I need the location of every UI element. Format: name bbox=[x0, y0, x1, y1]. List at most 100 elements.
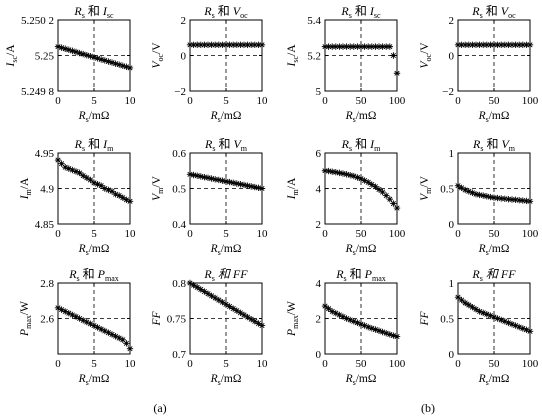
data-point bbox=[54, 43, 62, 50]
x-tick-label: 50 bbox=[356, 95, 368, 107]
data-point bbox=[126, 345, 134, 352]
data-point bbox=[87, 176, 94, 184]
y-tick-label: 0 bbox=[181, 51, 187, 63]
y-tick-label: 2.6 bbox=[40, 314, 54, 326]
data-point bbox=[519, 41, 526, 49]
data-point bbox=[126, 64, 134, 72]
data-point bbox=[516, 41, 523, 49]
y-tick-label: 0 bbox=[449, 219, 455, 231]
data-point bbox=[215, 176, 222, 184]
data-point bbox=[469, 303, 476, 311]
data-point bbox=[462, 41, 469, 49]
data-point bbox=[226, 178, 233, 186]
data-point bbox=[501, 195, 508, 202]
data-point bbox=[90, 322, 98, 329]
data-point bbox=[350, 172, 357, 180]
data-point bbox=[498, 41, 505, 49]
data-point bbox=[201, 41, 208, 49]
data-point bbox=[226, 303, 233, 310]
data-point bbox=[480, 192, 487, 199]
data-point bbox=[372, 183, 379, 190]
x-tick-label: 100 bbox=[522, 358, 539, 370]
data-point bbox=[112, 60, 119, 67]
data-point bbox=[372, 43, 379, 50]
y-tick-label: 4.85 bbox=[35, 219, 55, 231]
data-point bbox=[454, 294, 462, 301]
data-point bbox=[237, 309, 244, 317]
data-point bbox=[350, 43, 357, 50]
data-point bbox=[76, 49, 83, 57]
x-tick-label: 50 bbox=[356, 228, 368, 240]
data-point bbox=[365, 43, 372, 50]
data-point bbox=[393, 70, 401, 77]
panel-title: Rs 和 FF bbox=[203, 267, 248, 283]
data-point bbox=[83, 174, 90, 182]
data-point bbox=[226, 41, 233, 49]
data-point bbox=[379, 328, 386, 336]
data-point bbox=[108, 331, 116, 338]
x-tick-label: 100 bbox=[522, 95, 539, 107]
data-point bbox=[186, 41, 194, 49]
x-tick-label: 50 bbox=[489, 95, 501, 107]
x-axis-label: Rs/mΩ bbox=[210, 243, 242, 257]
data-point bbox=[80, 172, 87, 179]
panel-title: Rs 和 Voc bbox=[471, 4, 516, 20]
data-point bbox=[476, 308, 483, 315]
data-point bbox=[325, 305, 332, 312]
data-point bbox=[190, 171, 197, 179]
data-point bbox=[244, 41, 251, 49]
data-point bbox=[212, 41, 219, 49]
panel-title: Rs 和 Pmax bbox=[335, 267, 386, 283]
data-point bbox=[523, 197, 530, 205]
data-point bbox=[365, 323, 372, 331]
data-point bbox=[462, 186, 469, 194]
data-point bbox=[62, 164, 69, 171]
data-point bbox=[329, 168, 336, 175]
data-point bbox=[251, 41, 258, 49]
y-tick-label: −2 bbox=[174, 86, 186, 98]
panel-b6: 0 50 100 0 0.5 1 Rs 和 FF Rs/mΩ FF bbox=[419, 267, 539, 387]
x-tick-label: 0 bbox=[322, 95, 328, 107]
data-point bbox=[375, 43, 383, 50]
panel-title: Rs 和 Voc bbox=[203, 4, 248, 20]
data-point bbox=[58, 44, 65, 51]
panel-a6: 0 5 10 0.7 0.75 0.8 Rs 和 FF Rs/mΩ FF bbox=[151, 267, 268, 387]
data-point bbox=[512, 41, 519, 49]
y-tick-label: 5 bbox=[316, 86, 322, 98]
panel-a1: 0 5 10 5.249 8 5.25 5.250 2 Rs 和 Isc Rs/mΩ Isc/A bbox=[5, 4, 136, 124]
data-point bbox=[508, 320, 516, 328]
data-point bbox=[361, 177, 368, 184]
data-point bbox=[116, 61, 123, 68]
data-point bbox=[519, 197, 526, 204]
data-point bbox=[212, 294, 219, 302]
data-point bbox=[390, 200, 397, 207]
data-point bbox=[383, 43, 390, 50]
data-point bbox=[505, 319, 512, 326]
data-point bbox=[393, 204, 401, 212]
x-tick-label: 0 bbox=[455, 358, 461, 370]
y-tick-label: 4 bbox=[316, 278, 322, 290]
data-point bbox=[116, 334, 123, 342]
data-point bbox=[72, 48, 80, 56]
data-point bbox=[83, 51, 90, 59]
data-point bbox=[105, 58, 112, 65]
data-point bbox=[204, 41, 212, 49]
data-point bbox=[516, 323, 523, 331]
data-point bbox=[519, 325, 526, 332]
data-point bbox=[105, 329, 112, 336]
data-point bbox=[321, 302, 329, 310]
data-point bbox=[251, 318, 258, 325]
x-tick-label: 5 bbox=[91, 228, 97, 240]
panel-title: Rs 和 Vm bbox=[472, 137, 516, 153]
caption-a: (a) bbox=[153, 401, 166, 415]
data-point bbox=[237, 41, 244, 49]
data-point bbox=[339, 43, 347, 50]
y-tick-label: 0 bbox=[316, 349, 322, 361]
data-point bbox=[393, 333, 401, 340]
x-tick-label: 5 bbox=[91, 358, 97, 370]
y-axis-label: Im/A bbox=[286, 177, 300, 200]
data-point bbox=[365, 179, 372, 186]
y-axis-label: Voc/V bbox=[419, 42, 433, 69]
x-tick-label: 5 bbox=[223, 228, 229, 240]
data-point bbox=[119, 336, 126, 343]
